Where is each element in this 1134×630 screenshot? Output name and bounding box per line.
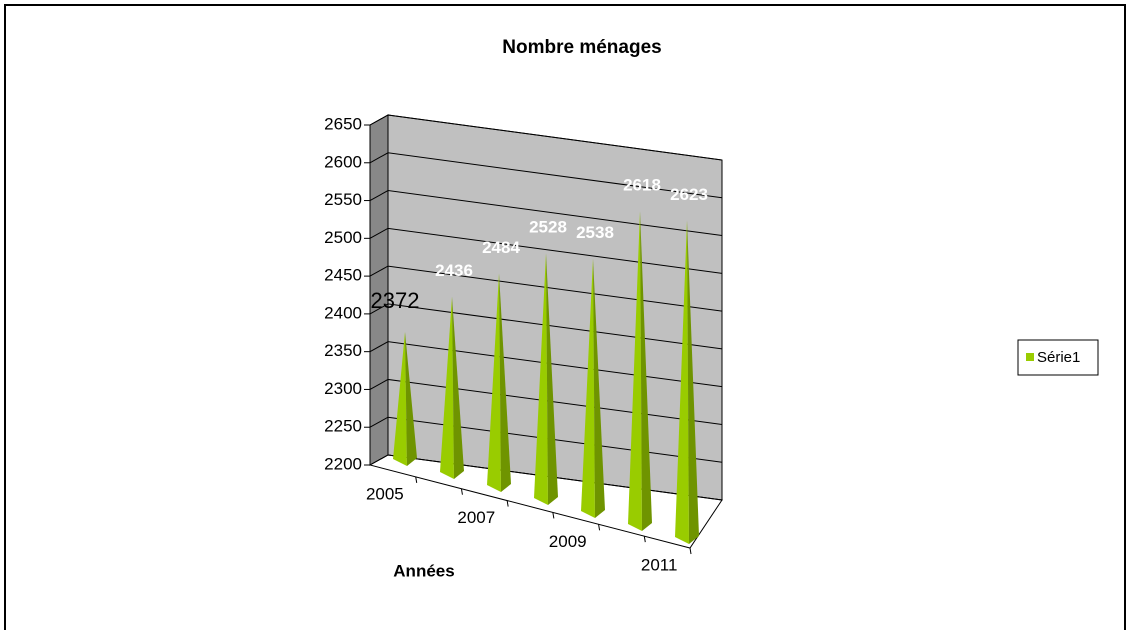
grid-line xyxy=(369,114,723,161)
data-label: 2436 xyxy=(435,261,473,280)
y-tick-label: 2650 xyxy=(324,114,362,133)
grid-line xyxy=(369,341,723,388)
x-axis-label: Années xyxy=(393,561,454,580)
data-label: 2538 xyxy=(576,223,614,242)
pyramid-left xyxy=(440,296,454,479)
chart-title: Nombre ménages xyxy=(502,37,661,58)
pyramid-left xyxy=(393,332,407,466)
grid-line xyxy=(369,265,723,312)
y-tick-label: 2550 xyxy=(324,190,362,209)
data-label: 2623 xyxy=(670,185,708,204)
grid-line xyxy=(369,190,723,237)
grid-line xyxy=(369,378,723,425)
pyramid-right xyxy=(405,332,417,466)
grid-line xyxy=(369,454,723,501)
grid-line xyxy=(369,227,723,274)
grid-line xyxy=(369,303,723,350)
x-tick-label: 2005 xyxy=(366,484,404,503)
pyramid-left xyxy=(534,253,548,505)
y-tick-label: 2300 xyxy=(324,379,362,398)
x-tick-mark xyxy=(506,500,509,507)
pyramid-right xyxy=(499,273,511,492)
data-label: 2484 xyxy=(482,238,520,257)
legend-label: Série1 xyxy=(1037,349,1080,366)
x-tick-label: 2007 xyxy=(457,508,495,527)
y-tick-label: 2600 xyxy=(324,152,362,171)
data-label: 2528 xyxy=(529,218,567,237)
pyramid-right xyxy=(452,296,464,479)
pyramid-right xyxy=(640,211,652,531)
x-tick-label: 2011 xyxy=(641,556,678,575)
pyramid-right xyxy=(546,253,558,505)
y-tick-label: 2250 xyxy=(324,417,362,436)
x-tick-mark xyxy=(643,536,646,543)
pyramid-left xyxy=(628,211,642,531)
y-tick-label: 2350 xyxy=(324,341,362,360)
y-tick-label: 2400 xyxy=(324,303,362,322)
y-tick-label: 2500 xyxy=(324,228,362,247)
pyramid-right xyxy=(687,220,699,544)
grid-line xyxy=(369,152,723,199)
x-tick-mark xyxy=(460,488,463,495)
data-label: 2372 xyxy=(371,288,420,313)
grid-line xyxy=(369,416,723,463)
y-tick-label: 2200 xyxy=(324,454,362,473)
pyramid-right xyxy=(593,258,605,518)
pyramid-left xyxy=(581,258,595,518)
x-tick-mark xyxy=(552,512,555,519)
data-label: 2618 xyxy=(623,176,661,195)
x-tick-mark xyxy=(689,547,692,555)
x-tick-mark xyxy=(415,476,418,483)
legend-swatch xyxy=(1026,353,1034,361)
pyramid-left xyxy=(675,220,689,544)
pyramid-left xyxy=(487,273,501,492)
x-tick-label: 2009 xyxy=(549,532,587,551)
y-tick-label: 2450 xyxy=(324,266,362,285)
x-tick-mark xyxy=(598,524,601,531)
